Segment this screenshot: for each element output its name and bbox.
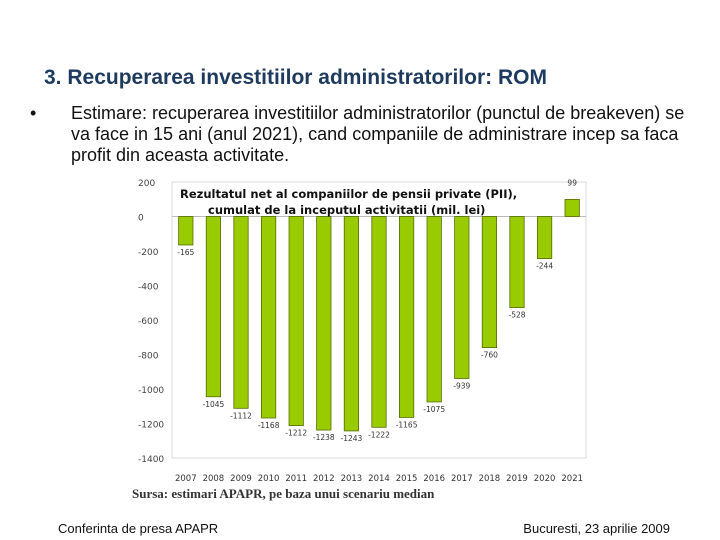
x-tick-label: 2017 bbox=[451, 474, 473, 484]
bar-value-label: -528 bbox=[508, 311, 525, 320]
bar bbox=[178, 216, 194, 246]
bar bbox=[454, 216, 470, 379]
y-tick-label: -600 bbox=[138, 317, 159, 327]
bar-value-label: -1168 bbox=[258, 421, 280, 430]
y-tick-label: -1400 bbox=[138, 455, 164, 465]
chart-container: 200 0 -200 -400 -600 -800 -1000 -1200 -1400 -165 2… bbox=[136, 176, 588, 498]
y-tick-label: -200 bbox=[138, 248, 159, 258]
bar bbox=[261, 216, 277, 419]
y-tick-label: 200 bbox=[138, 179, 155, 189]
footer-event: Conferinta de presa APAPR bbox=[58, 521, 219, 536]
y-tick-label: -1200 bbox=[138, 421, 164, 431]
slide-title: 3. Recuperarea investitiilor administrat… bbox=[44, 66, 547, 89]
bar bbox=[316, 216, 332, 431]
bar-value-label: -1075 bbox=[423, 405, 445, 414]
bullet-item: • Estimare: recuperarea investitiilor ad… bbox=[30, 103, 690, 166]
x-tick-label: 2012 bbox=[313, 474, 335, 484]
bar bbox=[343, 216, 359, 432]
x-tick-label: 2015 bbox=[396, 474, 418, 484]
chart-title-line: cumulat de la inceputul activitatii (mil… bbox=[208, 203, 485, 217]
x-tick-label: 2016 bbox=[423, 474, 445, 484]
bar bbox=[509, 216, 525, 308]
x-tick-label: 2013 bbox=[341, 474, 363, 484]
x-tick-label: 2014 bbox=[368, 474, 390, 484]
bar bbox=[564, 199, 580, 217]
x-tick-label: 2019 bbox=[506, 474, 528, 484]
bullet-marker: • bbox=[30, 103, 37, 123]
y-tick-label: -400 bbox=[138, 283, 159, 293]
bar-value-label: -1212 bbox=[285, 429, 307, 438]
bar-value-label: -760 bbox=[481, 351, 498, 360]
x-tick-label: 2018 bbox=[479, 474, 501, 484]
bar bbox=[205, 216, 221, 398]
source-note: Sursa: estimari APAPR, pe baza unui scen… bbox=[132, 486, 435, 501]
bar bbox=[537, 216, 553, 259]
bar bbox=[288, 216, 304, 426]
bar-chart: 200 0 -200 -400 -600 -800 -1000 -1200 -1400 -165 2… bbox=[138, 178, 587, 484]
y-tick-label: 0 bbox=[138, 214, 144, 224]
bullet-text: Estimare: recuperarea investitiilor admi… bbox=[71, 103, 685, 165]
x-tick-label: 2007 bbox=[175, 474, 197, 484]
chart-title-line: Rezultatul net al companiilor de pensii … bbox=[180, 187, 517, 201]
bar-value-label: -1222 bbox=[368, 430, 390, 439]
bar-value-label: -1045 bbox=[203, 400, 225, 409]
bar bbox=[481, 216, 497, 349]
y-tick-label: -800 bbox=[138, 352, 159, 362]
bar-value-label: -1238 bbox=[313, 433, 335, 442]
bar-value-label: -1112 bbox=[230, 411, 252, 420]
x-tick-label: 2021 bbox=[561, 474, 583, 484]
bar bbox=[399, 216, 415, 418]
y-tick-label: -1000 bbox=[138, 386, 164, 396]
bar bbox=[371, 216, 387, 428]
bar bbox=[426, 216, 442, 403]
footer-date: Bucuresti, 23 aprilie 2009 bbox=[523, 521, 670, 536]
bar-value-label: 99 bbox=[567, 178, 577, 187]
x-tick-label: 2009 bbox=[230, 474, 252, 484]
x-tick-label: 2020 bbox=[534, 474, 556, 484]
bar-value-label: -244 bbox=[536, 262, 553, 271]
x-tick-label: 2010 bbox=[258, 474, 280, 484]
x-tick-label: 2008 bbox=[203, 474, 225, 484]
bar-value-label: -1243 bbox=[341, 434, 363, 443]
bar bbox=[233, 216, 249, 409]
bar-value-label: -165 bbox=[177, 248, 194, 257]
bar-value-label: -1165 bbox=[396, 420, 418, 429]
x-tick-label: 2011 bbox=[285, 474, 307, 484]
bar-value-label: -939 bbox=[453, 381, 470, 390]
